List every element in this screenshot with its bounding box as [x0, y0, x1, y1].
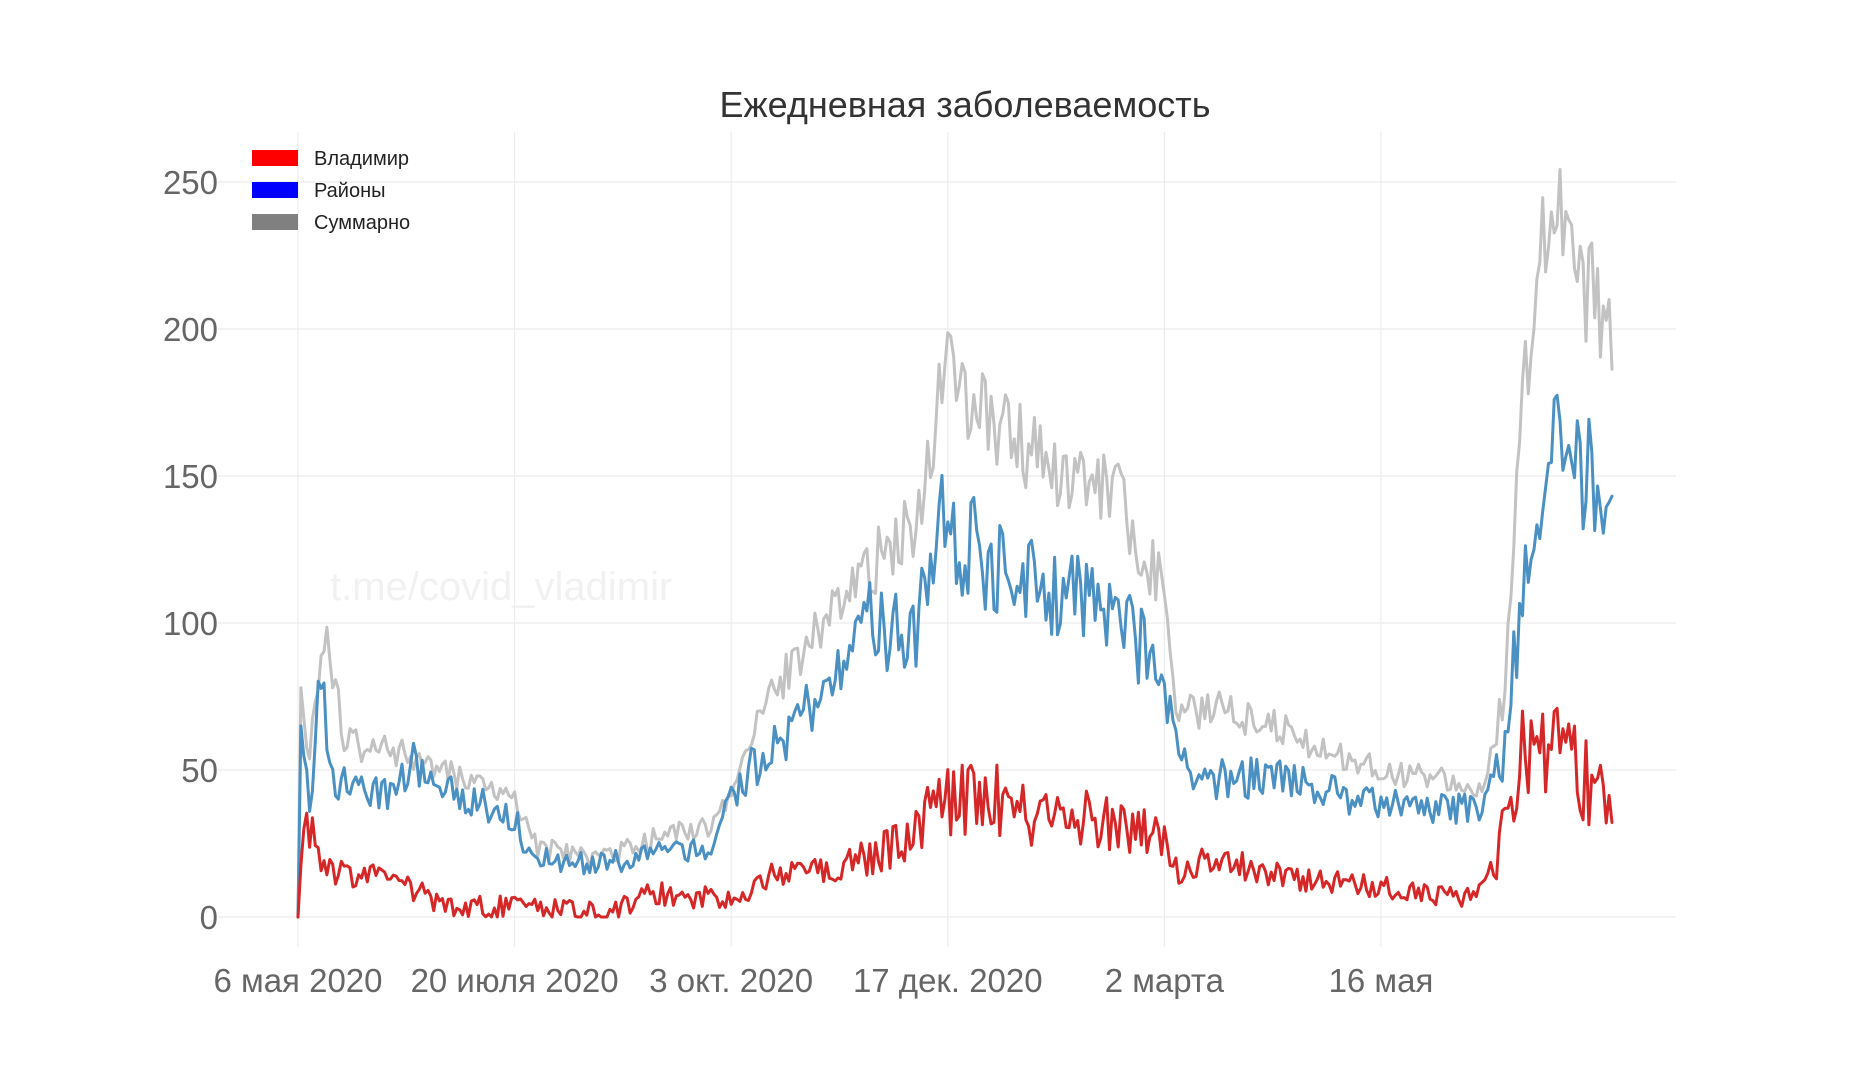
watermark: t.me/covid_vladimir: [330, 565, 672, 609]
y-tick-label: 100: [163, 605, 218, 642]
series-line-3: [296, 168, 1614, 919]
chart-title: Ежедневная заболеваемость: [720, 84, 1211, 125]
legend-label[interactable]: Владимир: [314, 148, 409, 170]
y-tick-label: 200: [163, 311, 218, 348]
legend-swatch[interactable]: [252, 214, 298, 230]
x-tick-label: 17 дек. 2020: [853, 962, 1043, 999]
axis-labels: 0 50 100 150 200 250 6 мая 2020 20 июля 2020 3 о…: [163, 164, 1433, 999]
series-lines: [296, 168, 1614, 919]
x-tick-label: 2 марта: [1105, 962, 1225, 999]
series-line-2: [296, 393, 1614, 919]
legend-swatch[interactable]: [252, 150, 298, 166]
legend[interactable]: Владимир Районы Суммарно: [252, 148, 410, 234]
watermark-layer: t.me/covid_vladimir: [330, 565, 672, 609]
y-tick-label: 150: [163, 458, 218, 495]
x-tick-label: 6 мая 2020: [213, 962, 382, 999]
y-tick-label: 250: [163, 164, 218, 201]
x-tick-label: 3 окт. 2020: [649, 962, 813, 999]
legend-label[interactable]: Районы: [314, 180, 386, 202]
x-tick-label: 20 июля 2020: [411, 962, 619, 999]
x-tick-label: 16 мая: [1329, 962, 1434, 999]
y-tick-label: 50: [181, 752, 218, 789]
series-line-1: [296, 706, 1614, 919]
legend-swatch[interactable]: [252, 182, 298, 198]
legend-label[interactable]: Суммарно: [314, 212, 410, 234]
y-tick-label: 0: [200, 899, 218, 936]
